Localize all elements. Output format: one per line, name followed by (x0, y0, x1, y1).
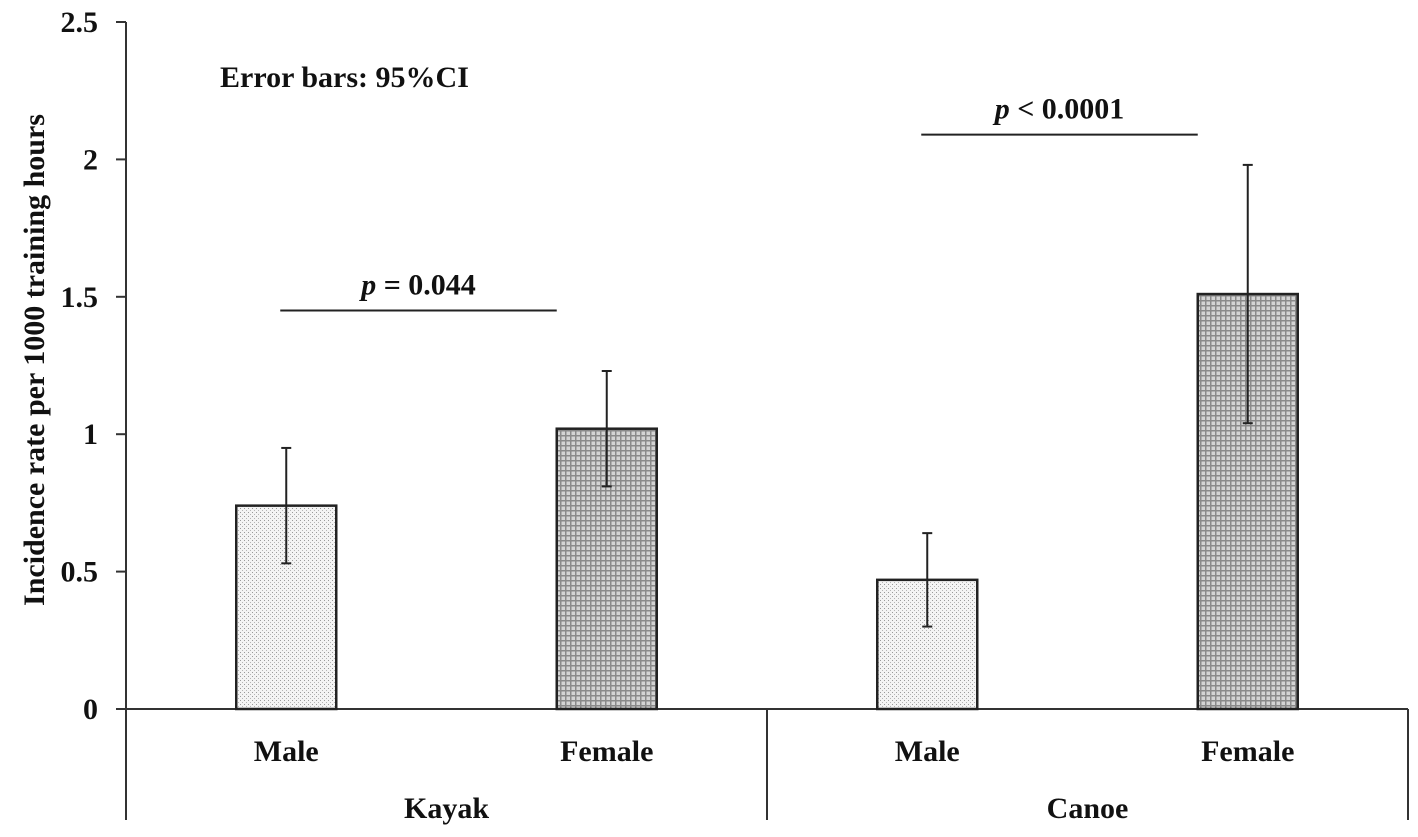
group-label-kayak: Kayak (404, 792, 489, 825)
y-tick-label: 1.5 (61, 281, 99, 314)
group-label-canoe: Canoe (1047, 792, 1129, 825)
significance-annotations: p = 0.044 p < 0.0001 (280, 93, 1198, 312)
y-tick-label: 0.5 (61, 556, 99, 589)
p-value-label: p = 0.044 (358, 269, 476, 302)
y-axis-title: Incidence rate per 1000 training hours (18, 114, 51, 606)
category-label: Male (895, 735, 960, 768)
bars (235, 292, 1299, 711)
y-axis: 0 0.5 1 1.5 2 2.5 (61, 6, 127, 726)
p-value-label: p < 0.0001 (992, 93, 1125, 126)
y-tick-label: 1 (83, 418, 98, 451)
category-label: Female (1201, 735, 1294, 768)
y-tick-label: 2.5 (61, 6, 99, 39)
error-bars (281, 163, 1253, 628)
category-label: Male (254, 735, 319, 768)
category-label: Female (560, 735, 653, 768)
x-axis: Male Female Kayak Male Female Canoe (125, 708, 1409, 825)
y-tick-label: 0 (83, 693, 98, 726)
y-tick-label: 2 (83, 143, 98, 176)
error-bars-note: Error bars: 95%CI (220, 61, 469, 94)
